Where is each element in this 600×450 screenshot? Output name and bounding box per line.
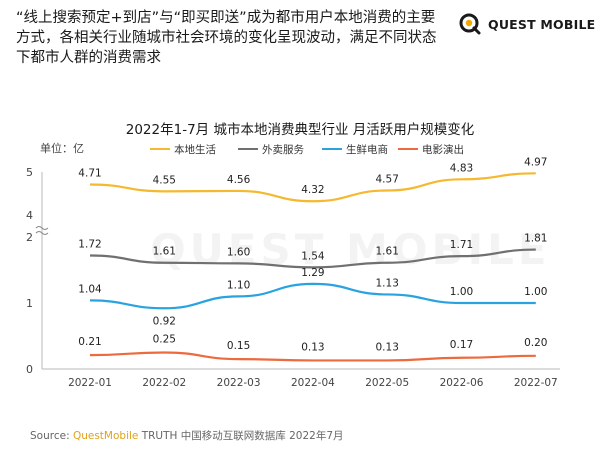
y-tick-label: 5 <box>26 166 33 179</box>
data-label: 4.83 <box>450 162 473 174</box>
y-tick-label: 2 <box>26 231 33 244</box>
y-tick-label: 4 <box>26 209 33 222</box>
series-line-0 <box>89 172 536 203</box>
brand-name: QUEST MOBILE <box>488 16 596 32</box>
data-label: 1.71 <box>450 239 473 251</box>
data-label: 0.13 <box>301 341 324 353</box>
source-note: Source: QuestMobile TRUTH 中国移动互联网数据库 202… <box>30 428 344 443</box>
data-label: 4.32 <box>301 184 324 196</box>
data-label: 1.61 <box>376 246 399 258</box>
legend-label: 本地生活 <box>174 143 216 156</box>
chart-title: 2022年1-7月 城市本地消费典型行业 月活跃用户规模变化 <box>125 122 475 138</box>
data-label: 1.81 <box>524 233 547 245</box>
y-tick-label: 1 <box>26 297 33 310</box>
series-line-1 <box>89 248 536 269</box>
data-label: 0.21 <box>78 336 101 348</box>
data-label: 0.25 <box>153 334 176 346</box>
data-label: 0.13 <box>376 341 399 353</box>
data-label: 1.54 <box>301 250 325 262</box>
data-label: 4.56 <box>227 174 251 186</box>
x-tick-label: 2022-06 <box>440 377 484 389</box>
source-brand: QuestMobile <box>72 430 139 442</box>
y-tick-label: 0 <box>26 363 33 376</box>
data-label: 4.57 <box>376 173 399 185</box>
data-label: 1.29 <box>301 267 324 279</box>
page-headline: “线上搜索预定+到店”与“即买即送”成为都市用户本地消费的主要方式，各相关行业随… <box>16 10 437 66</box>
axis-break-mark <box>35 226 49 235</box>
data-label: 0.92 <box>153 315 176 327</box>
data-label: 1.04 <box>78 283 102 295</box>
data-label: 0.15 <box>227 340 250 352</box>
data-label: 1.10 <box>227 279 250 291</box>
x-tick-label: 2022-04 <box>291 377 335 389</box>
data-label: 1.00 <box>524 286 547 298</box>
source-detail: TRUTH 中国移动互联网数据库 2022年7月 <box>138 430 344 442</box>
data-label: 1.61 <box>153 246 176 258</box>
x-tick-label: 2022-01 <box>68 377 112 389</box>
data-label: 0.20 <box>524 337 547 349</box>
data-label: 1.00 <box>450 286 473 298</box>
data-label: 4.55 <box>153 174 176 186</box>
source-label: Source: <box>30 430 73 442</box>
legend-label: 电影演出 <box>422 143 464 156</box>
brand-logo: QUEST MOBILE <box>458 12 595 36</box>
data-label: 4.71 <box>78 167 101 179</box>
series-line-3 <box>89 351 536 362</box>
data-label: 1.13 <box>376 277 399 289</box>
x-tick-label: 2022-02 <box>142 377 186 389</box>
data-label: 1.72 <box>78 238 101 250</box>
data-label: 4.97 <box>524 156 547 168</box>
quest-mobile-logo-icon <box>459 13 481 35</box>
x-tick-label: 2022-05 <box>365 377 409 389</box>
legend-label: 外卖服务 <box>262 143 304 156</box>
y-axis-label: 单位：亿 <box>40 141 84 155</box>
series-line-2 <box>89 282 536 310</box>
data-label: 1.60 <box>227 246 250 258</box>
data-label: 0.17 <box>450 339 473 351</box>
x-tick-label: 2022-07 <box>514 377 558 389</box>
x-tick-label: 2022-03 <box>217 377 261 389</box>
legend-label: 生鲜电商 <box>346 143 388 156</box>
